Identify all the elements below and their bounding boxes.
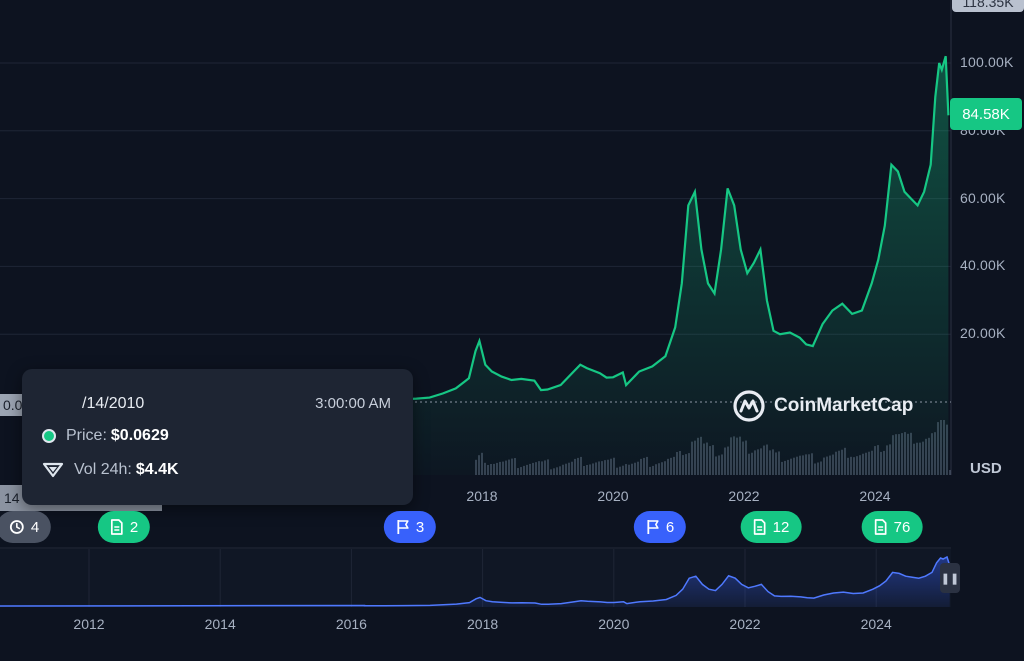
volume-icon bbox=[42, 462, 64, 478]
volume-bar bbox=[949, 470, 951, 475]
tooltip-price-label: Price: bbox=[66, 427, 107, 444]
tooltip-time: 3:00:00 AM bbox=[315, 395, 391, 412]
price-line bbox=[364, 55, 950, 402]
tooltip-price-value: $0.0629 bbox=[110, 427, 169, 444]
price-area bbox=[364, 56, 949, 475]
tooltip-date: /14/2010 bbox=[82, 395, 145, 412]
event-badge-count: 76 bbox=[893, 518, 911, 536]
event-badge-note[interactable]: 76 bbox=[861, 511, 923, 543]
tooltip-volume-value: $4.4K bbox=[135, 461, 179, 478]
navigator-tick-label: 2018 bbox=[467, 616, 499, 632]
x-tick-label: 2018 bbox=[466, 488, 498, 504]
event-badge-flag[interactable]: 3 bbox=[383, 511, 437, 543]
navigator-tick-label: 2020 bbox=[598, 616, 630, 632]
tooltip-price-row: Price: $0.0629 bbox=[42, 427, 169, 445]
event-badge-count: 2 bbox=[129, 518, 139, 536]
note-icon bbox=[110, 519, 124, 535]
chart-grid bbox=[0, 62, 951, 335]
y-tick-label: 60.00K bbox=[960, 189, 1006, 206]
current-price-tag: 84.58K bbox=[950, 98, 1022, 130]
navigator-tick-label: 2014 bbox=[204, 616, 236, 632]
event-badge-count: 4 bbox=[30, 518, 40, 536]
navigator-area bbox=[0, 557, 950, 607]
event-badge-note[interactable]: 12 bbox=[740, 511, 802, 543]
navigator-tick-label: 2024 bbox=[860, 616, 892, 632]
navigator-tick-label: 2012 bbox=[73, 616, 105, 632]
flag-icon bbox=[646, 519, 660, 535]
event-badge-history[interactable]: 4 bbox=[0, 511, 52, 543]
x-tick-label: 2022 bbox=[728, 488, 760, 504]
event-badge-count: 3 bbox=[415, 518, 425, 536]
navigator-handle[interactable]: ❚❚ bbox=[940, 563, 960, 593]
x-tick-label: 2024 bbox=[859, 488, 891, 504]
event-badge-note[interactable]: 2 bbox=[97, 511, 151, 543]
y-tick-label: 40.00K bbox=[960, 257, 1006, 274]
y-tick-label: 20.00K bbox=[960, 325, 1006, 342]
flag-icon bbox=[396, 519, 410, 535]
currency-label: USD bbox=[970, 460, 1002, 477]
y-tick-label: 100.00K bbox=[960, 54, 1014, 70]
x-tick-label: 2020 bbox=[597, 488, 629, 504]
navigator-tick-label: 2022 bbox=[729, 616, 761, 632]
navigator-line bbox=[0, 555, 951, 607]
price-dot-icon bbox=[42, 429, 56, 443]
event-badge-flag[interactable]: 6 bbox=[633, 511, 687, 543]
history-icon bbox=[9, 519, 25, 535]
coinmarketcap-watermark: CoinMarketCap bbox=[732, 389, 913, 423]
coinmarketcap-logo-icon bbox=[733, 390, 765, 422]
tooltip-volume-label: Vol 24h: bbox=[74, 461, 132, 478]
event-badge-count: 12 bbox=[772, 518, 790, 536]
price-tooltip: /14/2010 3:00:00 AM Price: $0.0629 Vol 2… bbox=[22, 369, 413, 505]
max-price-label: 118.35K bbox=[952, 0, 1024, 12]
navigator-grid bbox=[88, 549, 877, 607]
note-icon bbox=[753, 519, 767, 535]
note-icon bbox=[874, 519, 888, 535]
navigator-tick-label: 2016 bbox=[335, 616, 367, 632]
event-badge-count: 6 bbox=[665, 518, 675, 536]
watermark-text: CoinMarketCap bbox=[774, 395, 914, 416]
tooltip-volume-row: Vol 24h: $4.4K bbox=[42, 461, 179, 479]
